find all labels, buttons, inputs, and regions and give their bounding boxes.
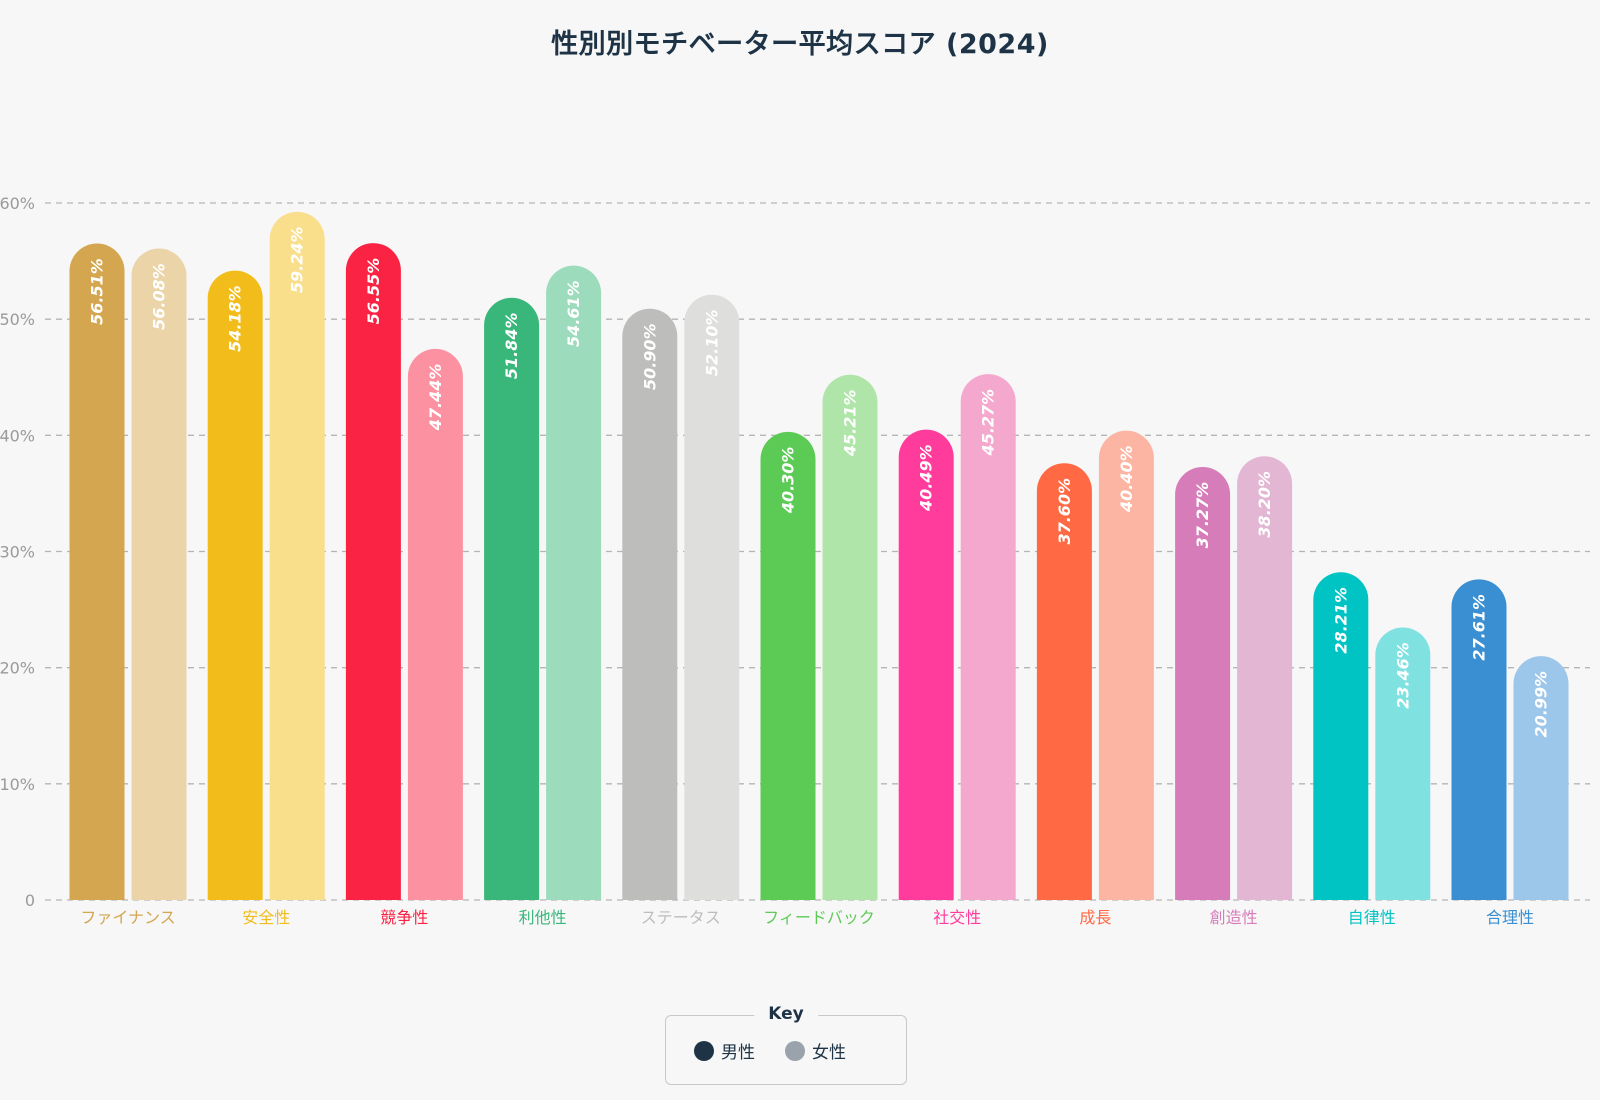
bar-female <box>546 265 602 900</box>
chart-plot: 0 10% 20% 30% 40% 50% 60% 56.51% 56.08% ファイナンス 54.… <box>0 194 1590 927</box>
bar-value-label: 27.61% <box>1470 594 1489 661</box>
bar-male <box>69 243 125 900</box>
bar-value-label: 59.24% <box>288 227 307 294</box>
legend-item-male[interactable]: 男性 <box>694 1038 755 1063</box>
bar-value-label: 45.27% <box>979 389 998 457</box>
bar-value-label: 50.90% <box>640 323 659 390</box>
bar-value-label: 47.44% <box>426 364 445 432</box>
x-category-label: 合理性 <box>1486 908 1534 927</box>
y-tick-label: 20% <box>0 659 35 678</box>
bar-female <box>407 348 463 900</box>
x-category-label: ファイナンス <box>80 908 175 927</box>
bar-male <box>1313 572 1369 900</box>
bar-value-label: 20.99% <box>1532 671 1551 738</box>
y-tick-label: 0 <box>25 891 35 910</box>
bar-value-label: 56.51% <box>88 258 107 325</box>
bar-value-label: 40.40% <box>1117 445 1136 513</box>
bar-male <box>207 270 263 900</box>
bar-value-label: 40.49% <box>917 444 936 512</box>
legend: Key 男性 女性 <box>665 1004 907 1085</box>
x-category-label: 成長 <box>1079 908 1111 927</box>
legend-item-female[interactable]: 女性 <box>785 1038 846 1063</box>
bar-value-label: 51.84% <box>502 312 521 379</box>
x-category-label: 社交性 <box>933 908 981 927</box>
x-category-label: 利他性 <box>519 908 567 927</box>
y-tick-label: 40% <box>0 426 35 445</box>
legend-swatch-female <box>785 1040 805 1061</box>
bar-male <box>622 308 678 900</box>
bar-value-label: 37.27% <box>1193 482 1212 549</box>
bar-male <box>1036 463 1092 900</box>
bar-male <box>898 429 954 900</box>
bar-female <box>1375 627 1431 900</box>
x-category-label: 自律性 <box>1348 908 1396 927</box>
bar-value-label: 40.30% <box>779 447 798 515</box>
y-tick-label: 30% <box>0 543 35 562</box>
x-category-label: フィードバック <box>763 908 875 927</box>
bar-male <box>1175 467 1231 900</box>
legend-title: Key <box>754 1004 818 1024</box>
bar-value-label: 45.21% <box>841 389 860 457</box>
legend-label-male: 男性 <box>721 1043 755 1063</box>
bar-female <box>1098 430 1154 900</box>
y-tick-label: 10% <box>0 775 35 794</box>
bar-male <box>760 431 816 900</box>
x-category-label: 創造性 <box>1210 908 1258 927</box>
bar-female <box>1237 456 1293 900</box>
bar-value-label: 23.46% <box>1393 642 1412 709</box>
bar-female <box>131 248 187 900</box>
x-category-label: 競争性 <box>380 908 428 927</box>
y-tick-label: 60% <box>0 194 35 213</box>
bar-value-label: 54.61% <box>564 280 583 347</box>
bar-male <box>1451 579 1507 900</box>
bar-female <box>684 294 740 900</box>
bar-value-label: 56.08% <box>150 263 169 330</box>
chart-title: 性別別モチベーター平均スコア (2024) <box>551 29 1049 60</box>
y-tick-label: 50% <box>0 310 35 329</box>
bar-female <box>960 374 1016 900</box>
legend-swatch-male <box>694 1040 714 1061</box>
bar-male <box>484 297 540 900</box>
bar-female <box>822 374 878 900</box>
bar-value-label: 38.20% <box>1255 471 1274 538</box>
legend-label-female: 女性 <box>812 1043 846 1063</box>
bar-value-label: 37.60% <box>1055 478 1074 545</box>
bar-value-label: 52.10% <box>702 309 721 376</box>
x-category-label: 安全性 <box>242 908 290 927</box>
bar-female <box>1513 656 1569 900</box>
bar-value-label: 56.55% <box>364 258 383 325</box>
bar-value-label: 28.21% <box>1331 587 1350 654</box>
bar-value-label: 54.18% <box>226 285 245 352</box>
bar-male <box>345 243 401 900</box>
legend-items: 男性 女性 <box>694 1038 846 1063</box>
bar-female <box>269 211 325 901</box>
x-category-label: ステータス <box>641 908 721 927</box>
